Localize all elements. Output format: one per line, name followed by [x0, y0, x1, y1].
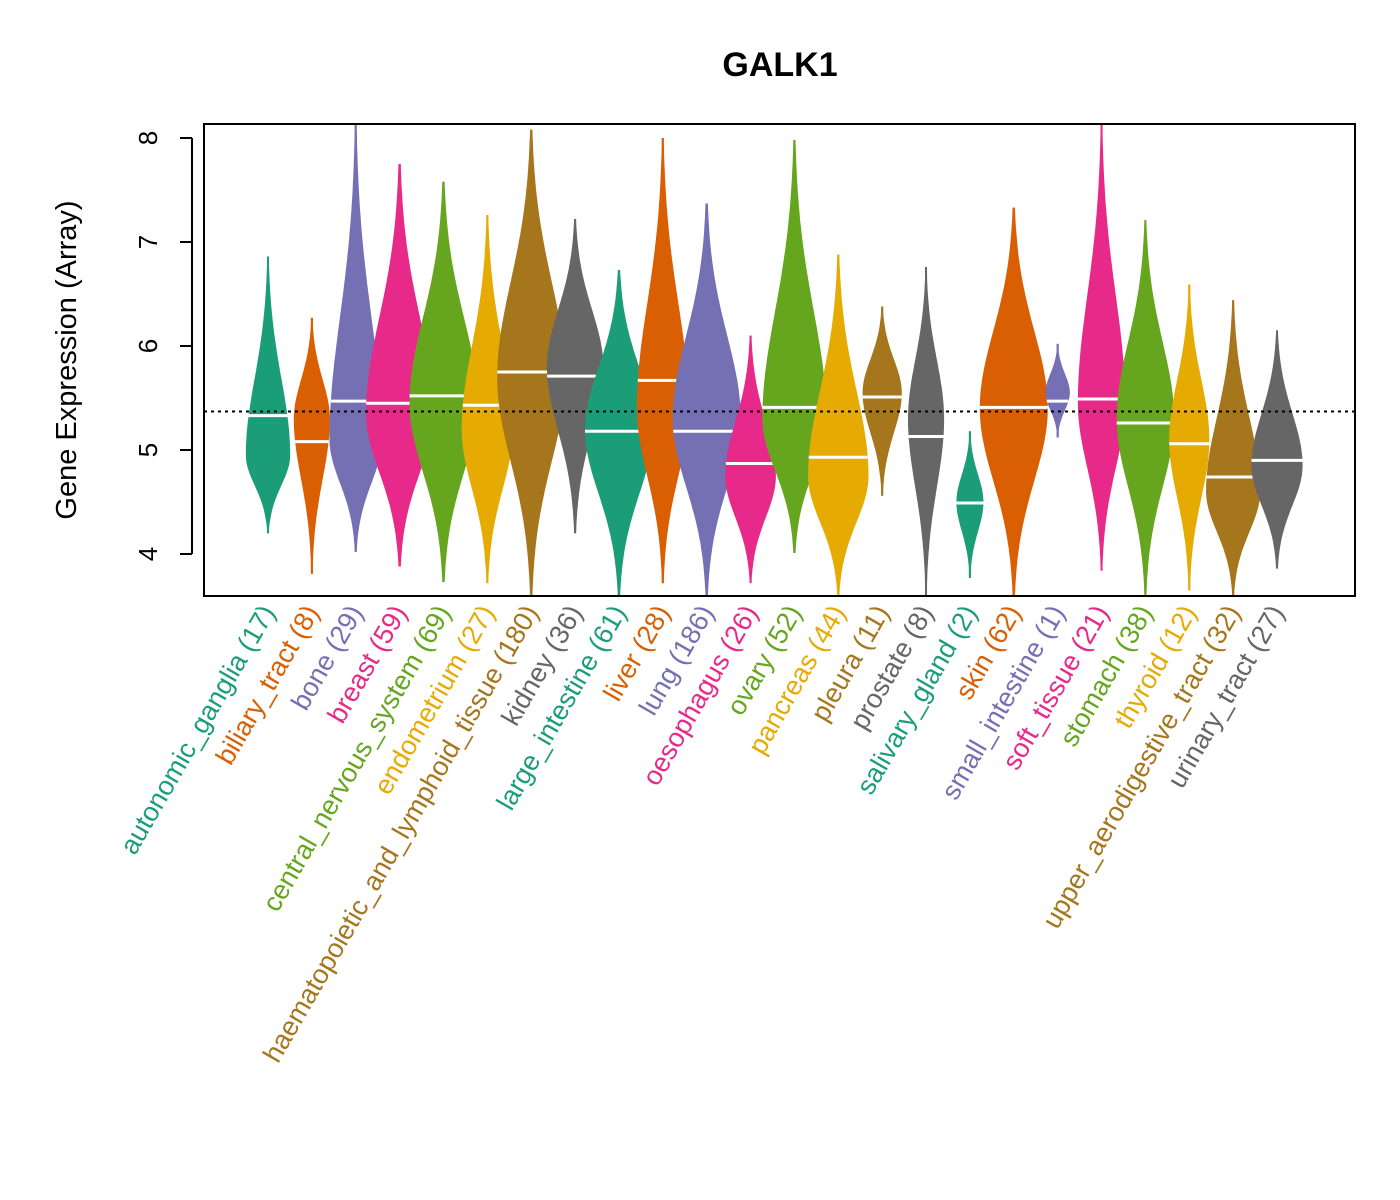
violin-skin — [979, 207, 1048, 596]
violin-body — [956, 431, 984, 578]
violin-oesophagus — [725, 335, 776, 584]
y-tick-label: 4 — [133, 547, 163, 561]
violin-body — [366, 164, 434, 567]
violin-body — [672, 203, 741, 596]
y-tick-label: 7 — [133, 235, 163, 249]
violin-stomach — [1116, 220, 1175, 596]
violin-body — [585, 270, 653, 596]
violin-small_intestine — [1045, 343, 1070, 438]
chart-title: GALK1 — [722, 46, 837, 84]
violin-body — [808, 254, 869, 596]
violin-body — [1045, 343, 1070, 438]
violin-body — [497, 129, 566, 596]
y-tick-label: 5 — [133, 443, 163, 457]
violin-thyroid — [1169, 284, 1210, 591]
violin-soft_tissue — [1077, 124, 1126, 571]
violin-body — [1116, 220, 1175, 596]
violin-salivary_gland — [956, 431, 984, 578]
violin-body — [461, 215, 513, 584]
violin-body — [329, 124, 382, 552]
violin-pancreas — [808, 254, 869, 596]
violin-kidney — [546, 219, 604, 534]
violin-upper_aerodigestive_tract — [1206, 300, 1261, 596]
violin-body — [245, 256, 291, 534]
violin-urinary_tract — [1251, 330, 1303, 569]
violin-body — [409, 181, 478, 583]
plot-frame — [203, 123, 1356, 597]
violin-body — [293, 317, 330, 574]
violin-autonomic_ganglia — [245, 256, 291, 534]
x-axis-labels: autonomic_ganglia (17)biliary_tract (8)b… — [114, 600, 1290, 1067]
violin-body — [1206, 300, 1261, 596]
violin-biliary_tract — [293, 317, 330, 574]
y-tick-label: 8 — [133, 131, 163, 145]
violins-layer — [245, 124, 1303, 596]
violin-body — [1251, 330, 1303, 569]
violin-body — [725, 335, 776, 584]
violin-body — [908, 267, 945, 596]
y-axis: 4 5 6 7 8 — [133, 131, 193, 561]
violin-body — [862, 306, 902, 496]
violin-body — [636, 138, 689, 584]
violin-body — [1169, 284, 1210, 591]
violin-prostate — [908, 266, 945, 596]
violin-body — [979, 207, 1048, 596]
violin-pleura — [862, 306, 902, 496]
y-axis-label: Gene Expression (Array) — [51, 200, 83, 519]
violin-bone — [329, 124, 382, 552]
violin-lung — [672, 203, 741, 596]
violin-body — [1077, 124, 1126, 571]
y-tick-label: 6 — [133, 339, 163, 353]
